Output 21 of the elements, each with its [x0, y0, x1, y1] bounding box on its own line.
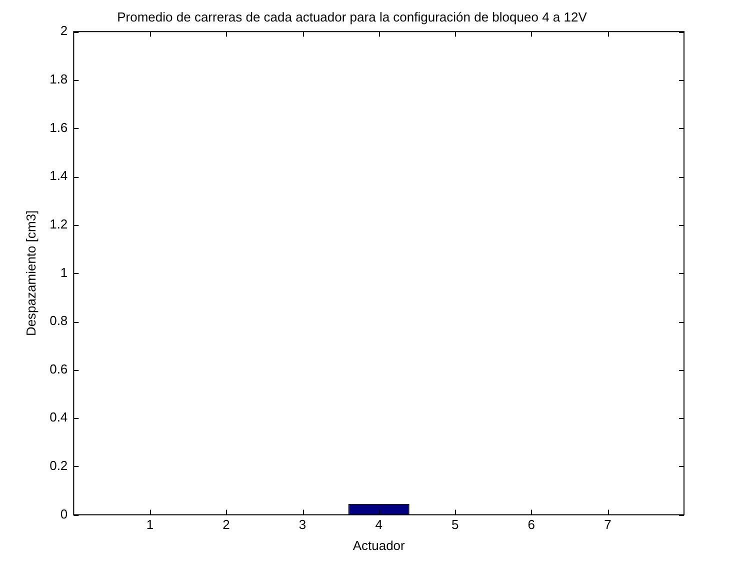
x-axis-title: Actuador — [352, 538, 406, 553]
y-tick-label: 0.6 — [50, 361, 68, 376]
y-tick-label: 1.8 — [50, 72, 68, 86]
y-tick-label: 1 — [60, 264, 68, 280]
y-axis-title: Despazamiento [cm3] — [23, 210, 38, 336]
y-tick-label: 0.8 — [50, 313, 68, 328]
y-tick-label: 1.2 — [50, 216, 68, 232]
x-tick-label: 4 — [375, 517, 382, 532]
chart-title: Promedio de carreras de cada actuador para la configuración de bloqueo 4 a 12V — [117, 9, 588, 24]
x-tick-label: 7 — [604, 517, 612, 532]
x-tick-label: 3 — [298, 517, 306, 532]
y-tick-label: 0 — [60, 506, 68, 522]
y-tick-label: 1.4 — [50, 168, 68, 184]
x-tick-label: 1 — [146, 517, 154, 532]
y-tick-label: 1.6 — [50, 120, 68, 135]
y-tick-label: 2 — [60, 23, 68, 38]
y-tick-label: 0.2 — [50, 458, 68, 474]
x-tick-label: 5 — [452, 517, 459, 532]
y-tick-label: 0.4 — [50, 410, 68, 425]
x-tick-label: 2 — [222, 517, 230, 532]
x-tick-label: 6 — [528, 517, 536, 532]
